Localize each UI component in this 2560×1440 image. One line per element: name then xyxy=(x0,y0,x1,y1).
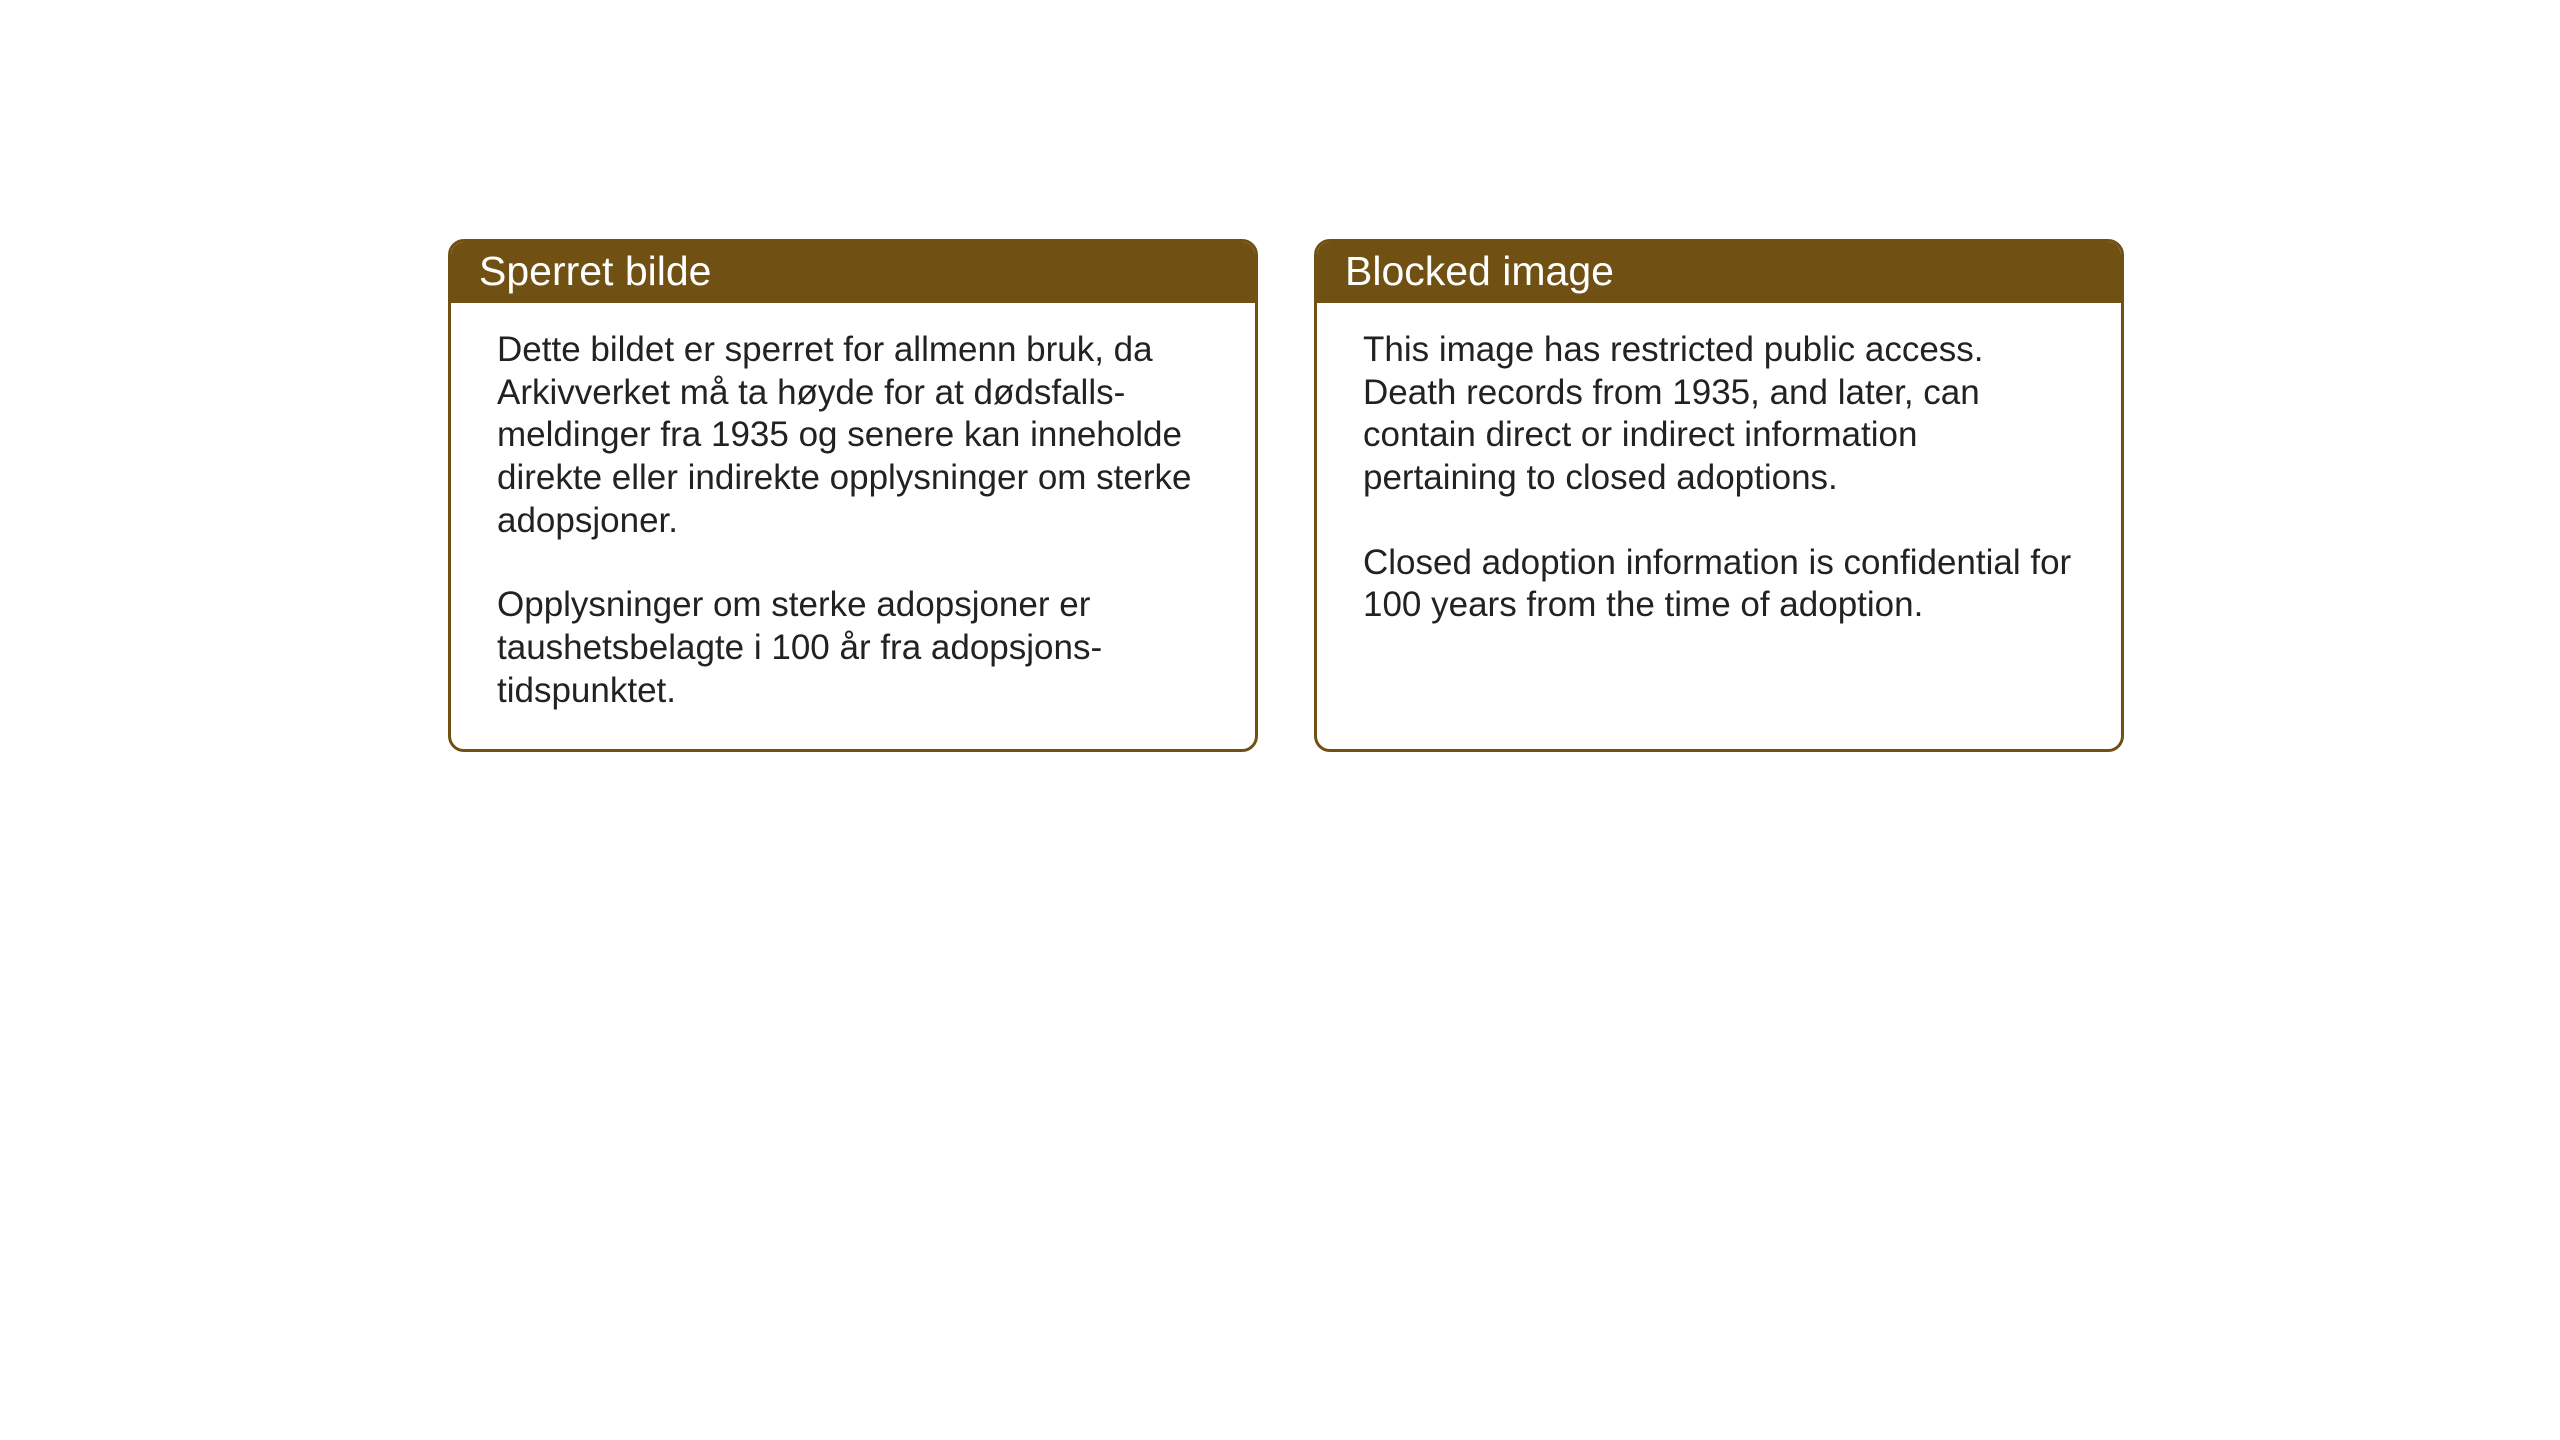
card-norwegian: Sperret bilde Dette bildet er sperret fo… xyxy=(448,239,1258,752)
card-english-paragraph-1: This image has restricted public access.… xyxy=(1363,329,2075,500)
card-english-body: This image has restricted public access.… xyxy=(1317,303,2121,709)
card-norwegian-paragraph-1: Dette bildet er sperret for allmenn bruk… xyxy=(497,329,1209,542)
cards-container: Sperret bilde Dette bildet er sperret fo… xyxy=(448,239,2124,752)
card-english-header: Blocked image xyxy=(1317,242,2121,303)
card-norwegian-body: Dette bildet er sperret for allmenn bruk… xyxy=(451,303,1255,749)
card-norwegian-header: Sperret bilde xyxy=(451,242,1255,303)
card-english-paragraph-2: Closed adoption information is confident… xyxy=(1363,542,2075,627)
card-english: Blocked image This image has restricted … xyxy=(1314,239,2124,752)
card-norwegian-paragraph-2: Opplysninger om sterke adopsjoner er tau… xyxy=(497,584,1209,712)
